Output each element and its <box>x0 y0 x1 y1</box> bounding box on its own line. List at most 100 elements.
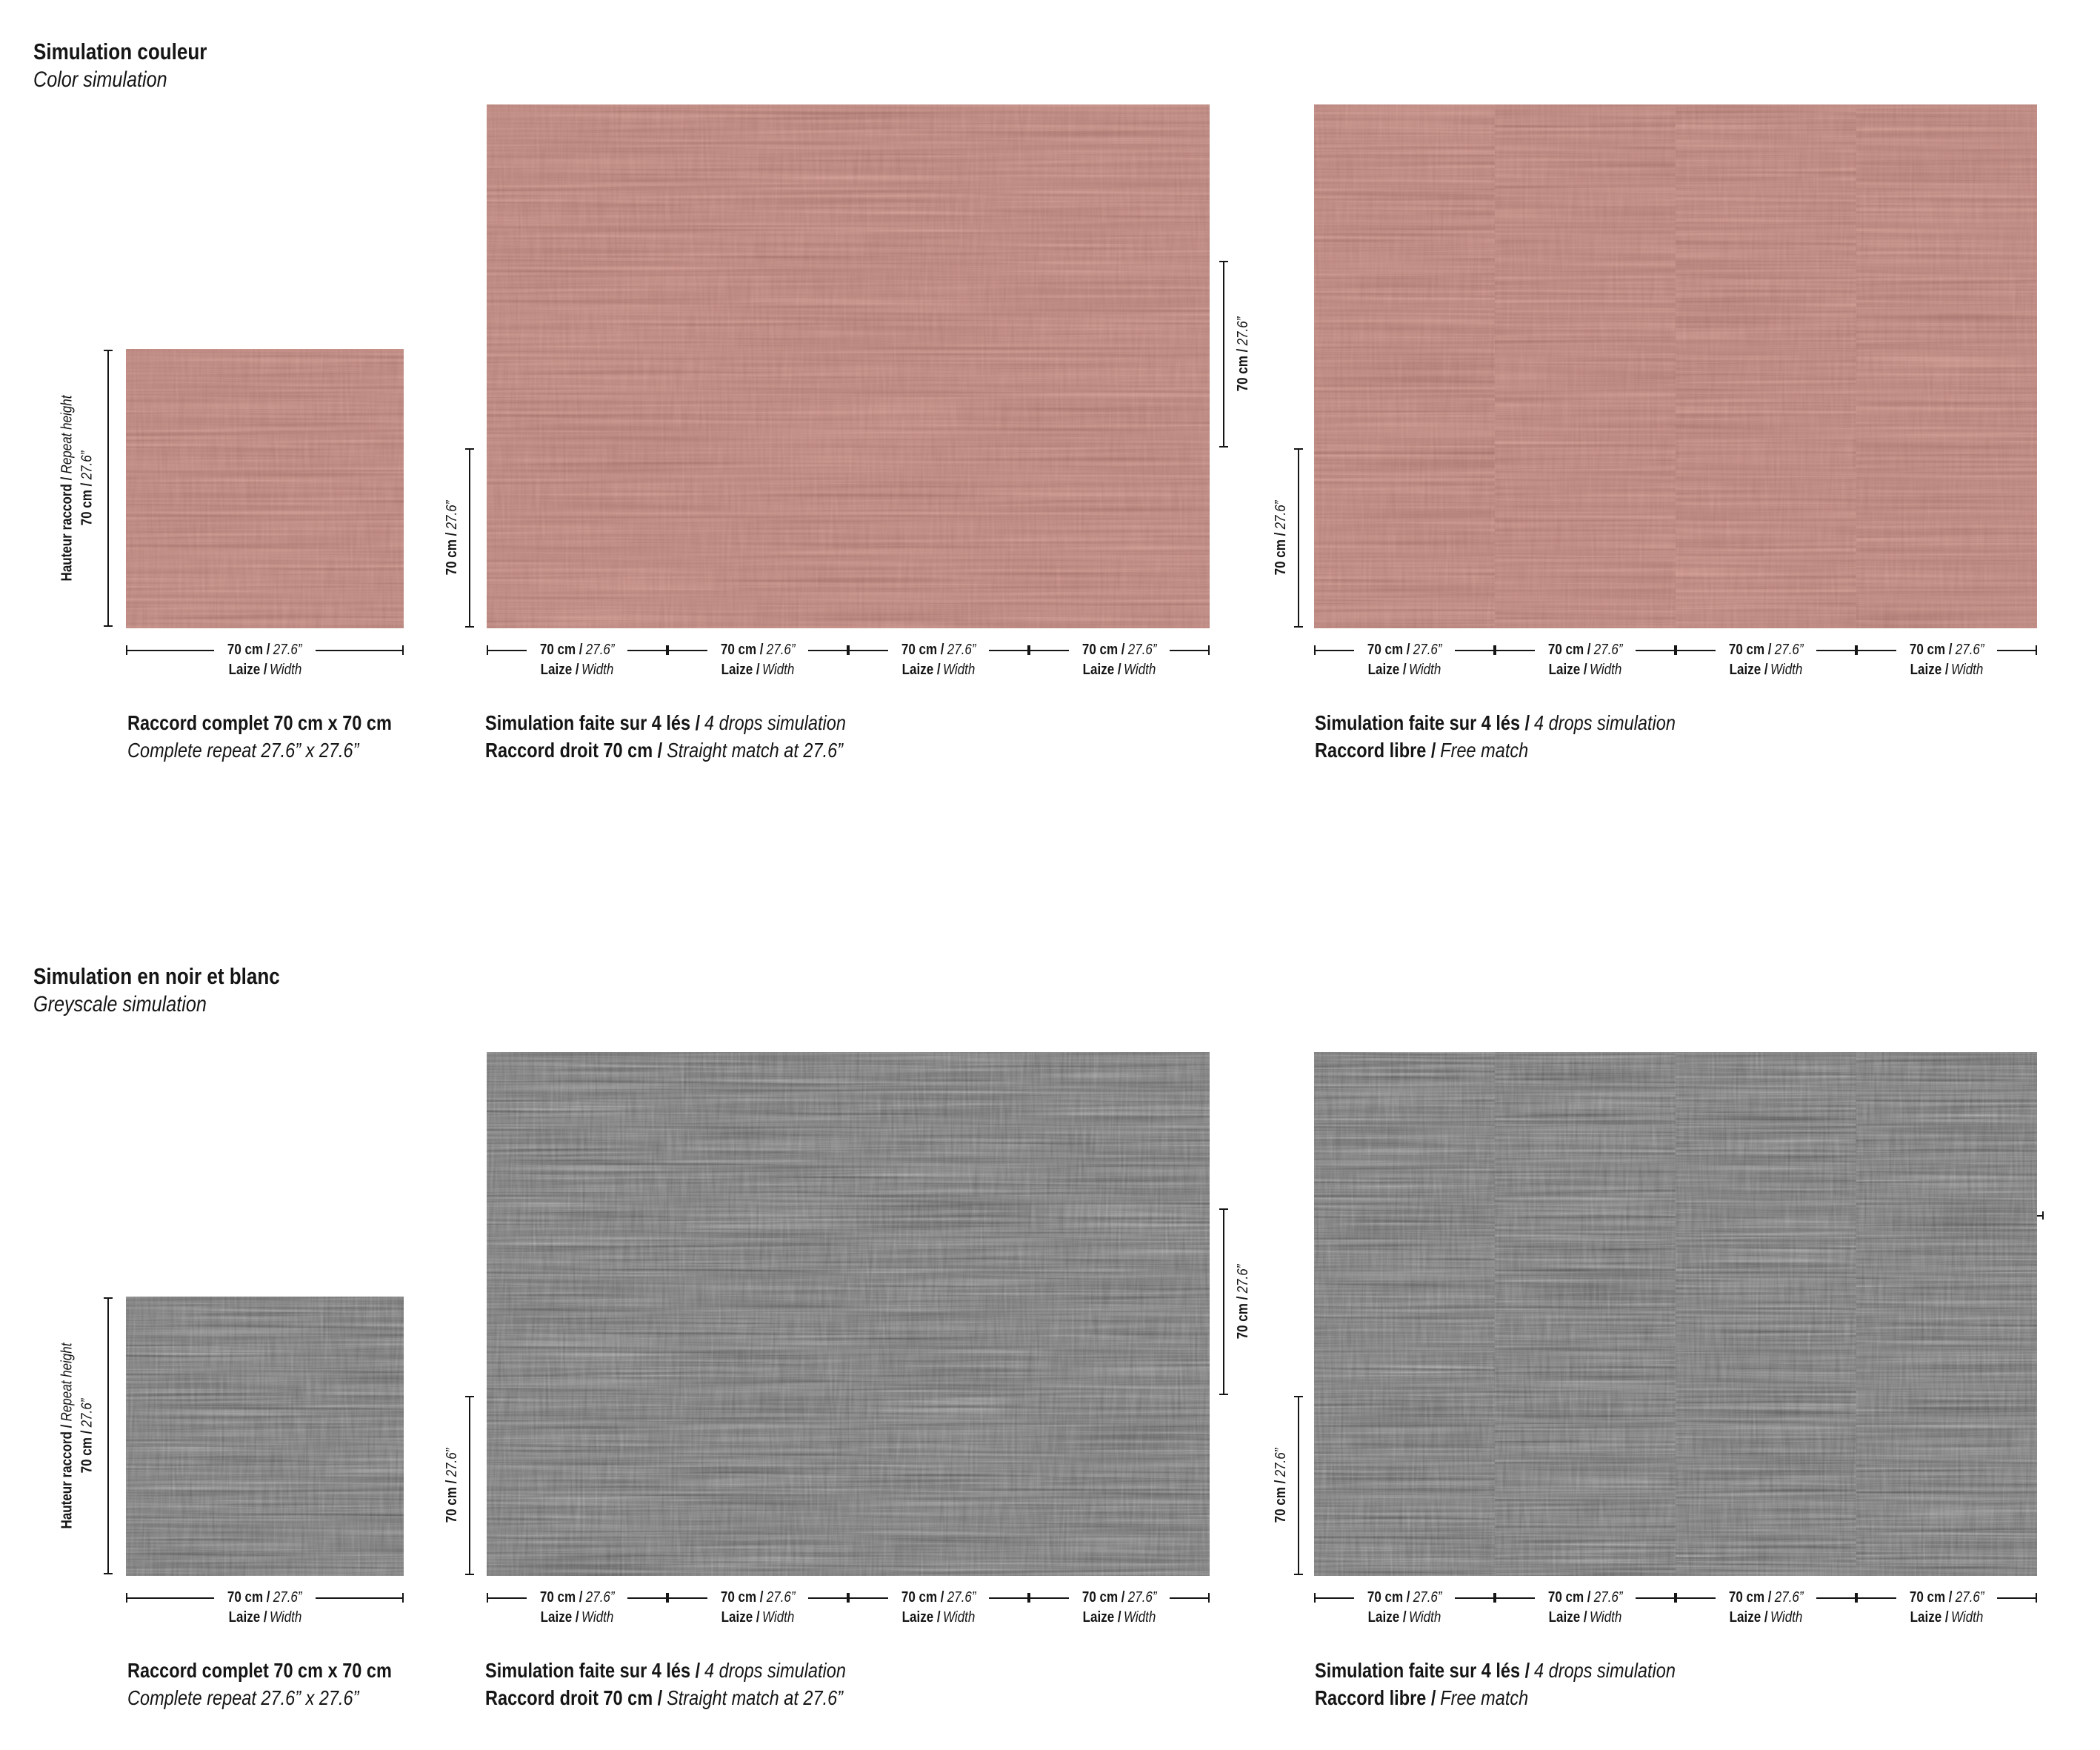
dimension-tick <box>126 1593 127 1603</box>
caption-line-2: Raccord libre / Free match <box>1315 1686 1529 1709</box>
fabric-texture <box>126 349 404 628</box>
fabric-drop-4 <box>1856 1052 2037 1576</box>
dimension-tick <box>666 645 668 655</box>
width-dimension-label: 70 cm /27.6” <box>1547 1589 1623 1606</box>
straight-match-caption-greyscale: Simulation faite sur 4 lés /4 drops simu… <box>485 1657 846 1711</box>
dimension-tick <box>667 645 669 655</box>
dimension-tick <box>2036 645 2038 655</box>
laize-width-label: Laize / Width <box>721 1609 795 1626</box>
width-dimension-label: 70 cm /27.6” <box>1367 642 1442 658</box>
fabric-texture <box>487 104 1210 628</box>
repeat-height-label-line2: 70 cm /27.6” <box>79 450 96 526</box>
dimension-line <box>315 649 403 651</box>
dimension-tick <box>848 1593 850 1603</box>
repeat-swatch-greyscale <box>126 1297 404 1576</box>
dimension-tick <box>1856 645 1858 655</box>
section-title-en: Color simulation <box>33 67 167 92</box>
width-dimension-label: 70 cm /27.6” <box>1081 1589 1157 1606</box>
width-dimension-label: 70 cm /27.6” <box>720 642 796 658</box>
width-dimension-segment: 70 cm /27.6” <box>1676 642 1857 659</box>
width-dimension-segment: 70 cm /27.6” <box>487 642 668 659</box>
caption-line-2: Raccord droit 70 cm / Straight match at 2… <box>485 1686 844 1709</box>
width-dimension-segment: 70 cm /27.6” <box>1495 1589 1676 1606</box>
width-dimension-segment: 70 cm /27.6” <box>1856 1589 2038 1606</box>
dimension-tick <box>1495 645 1496 655</box>
dimension-line <box>627 649 667 651</box>
dimension-tick <box>487 1593 488 1603</box>
width-dimension-label: 70 cm /27.6” <box>901 642 976 658</box>
width-dimension-segment: 70 cm /27.6” <box>1676 1589 1857 1606</box>
width-dimension-label: 70 cm /27.6” <box>539 642 615 658</box>
dimension-line <box>808 1597 847 1599</box>
width-dimension-segment: 70 cm /27.6” <box>1856 642 2038 659</box>
laize-width-label: Laize / Width <box>901 662 976 678</box>
fabric-texture <box>487 1052 1210 1576</box>
width-dimension-label: 70 cm /27.6” <box>227 1589 302 1606</box>
width-dimension-segment: 70 cm /27.6” <box>126 642 404 659</box>
laize-width-label: Laize / Width <box>1082 662 1156 678</box>
dimension-line <box>1997 649 2036 651</box>
dimension-line <box>1677 1597 1716 1599</box>
dimension-line <box>808 649 847 651</box>
free-match-caption-color: Simulation faite sur 4 lés /4 drops simu… <box>1315 709 1676 764</box>
dimension-line <box>1858 649 1896 651</box>
caption-line-fr: Raccord complet 70 cm x 70 cm <box>127 711 392 734</box>
width-dimension-label: 70 cm /27.6” <box>1367 1589 1442 1606</box>
width-dimension-segment: 70 cm /27.6” <box>1029 642 1210 659</box>
caption-line-1: Simulation faite sur 4 lés /4 drops simu… <box>485 1659 846 1682</box>
width-dimension-segment: 70 cm /27.6” <box>126 1589 404 1606</box>
dimension-line <box>1496 649 1535 651</box>
width-dimension-segment: 70 cm /27.6” <box>848 1589 1030 1606</box>
section-title-fr: Simulation couleur <box>33 39 207 64</box>
repeat-height-label: Hauteur raccord /Repeat height 70 cm /27… <box>57 1317 99 1554</box>
drop-height-label: 70 cm /27.6” <box>1272 1448 1289 1523</box>
dimension-tick <box>487 645 488 655</box>
fabric-drop-1 <box>1314 104 1495 628</box>
drop-height-label: 70 cm /27.6” <box>443 500 460 576</box>
dimension-line <box>627 1597 667 1599</box>
section-title-color: Simulation couleur Color simulation <box>33 37 207 93</box>
dimension-tick <box>848 645 850 655</box>
match-offset-dimension-line <box>1219 1208 1228 1395</box>
dimension-line <box>127 649 215 651</box>
laize-width-label: Laize / Width <box>540 662 614 678</box>
laize-width-label: Laize / Width <box>228 1609 301 1626</box>
repeat-height-dimension-line <box>104 1297 113 1574</box>
width-dimension-label: 70 cm /27.6” <box>1909 1589 1984 1606</box>
drop-height-dimension-line <box>1294 1396 1303 1575</box>
dimension-line <box>488 649 527 651</box>
drop-height-dimension-line <box>1294 448 1303 628</box>
dimension-tick <box>1208 1593 1210 1603</box>
dimension-tick <box>666 1593 668 1603</box>
dimension-line <box>1316 649 1354 651</box>
width-dimension-segment: 70 cm /27.6” <box>667 642 849 659</box>
dimension-line <box>127 1597 215 1599</box>
dimension-tick <box>1495 1593 1496 1603</box>
laize-width-label: Laize / Width <box>1367 1609 1441 1626</box>
caption-line-1: Simulation faite sur 4 lés /4 drops simu… <box>485 711 846 734</box>
fabric-drop-2 <box>1495 104 1676 628</box>
laize-width-label: Laize / Width <box>1729 1609 1803 1626</box>
repeat-height-label-line1: Hauteur raccord /Repeat height <box>59 395 76 582</box>
repeat-height-label: Hauteur raccord /Repeat height 70 cm /27… <box>57 370 99 607</box>
width-dimension-segment: 70 cm /27.6” <box>667 1589 849 1606</box>
dimension-line <box>1316 1597 1354 1599</box>
free-match-panel-greyscale <box>1314 1052 2037 1576</box>
repeat-height-label-line1: Hauteur raccord /Repeat height <box>59 1343 76 1529</box>
dimension-line <box>1496 1597 1535 1599</box>
dimension-line <box>1170 1597 1209 1599</box>
caption-line-2: Raccord libre / Free match <box>1315 739 1529 762</box>
section-title-greyscale: Simulation en noir et blanc Greyscale si… <box>33 962 280 1018</box>
dimension-tick <box>1676 1593 1677 1603</box>
width-dimension-label: 70 cm /27.6” <box>1081 642 1157 658</box>
dimension-line <box>1858 1597 1896 1599</box>
width-dimension-label: 70 cm /27.6” <box>1728 1589 1804 1606</box>
repeat-swatch-caption-greyscale: Raccord complet 70 cm x 70 cm Complete r… <box>127 1657 396 1711</box>
dimension-line <box>669 1597 707 1599</box>
laize-width-label: Laize / Width <box>901 1609 976 1626</box>
width-dimension-label: 70 cm /27.6” <box>901 1589 976 1606</box>
drop-height-label: 70 cm /27.6” <box>1272 500 1289 576</box>
laize-width-label: Laize / Width <box>1548 1609 1622 1626</box>
caption-line-en: Complete repeat 27.6” x 27.6” <box>127 739 359 762</box>
dimension-line <box>1997 1597 2036 1599</box>
